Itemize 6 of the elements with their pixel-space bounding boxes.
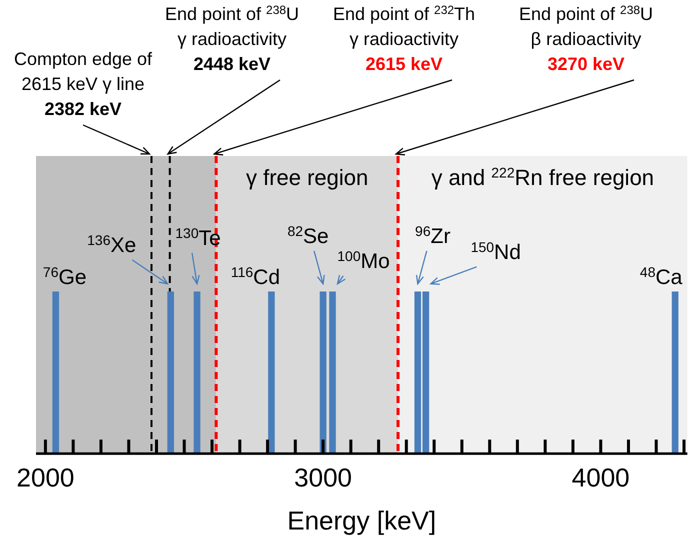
x-tick-label: 4000	[572, 462, 630, 492]
ref-line-label: Compton edge of 2615 keV γ line 2382 keV	[14, 49, 154, 119]
x-tick-label: 3000	[294, 462, 352, 492]
x-tick-label: 2000	[16, 462, 74, 492]
band-label: γ free region	[246, 165, 368, 190]
x-axis-title: Energy [keV]	[287, 506, 436, 536]
